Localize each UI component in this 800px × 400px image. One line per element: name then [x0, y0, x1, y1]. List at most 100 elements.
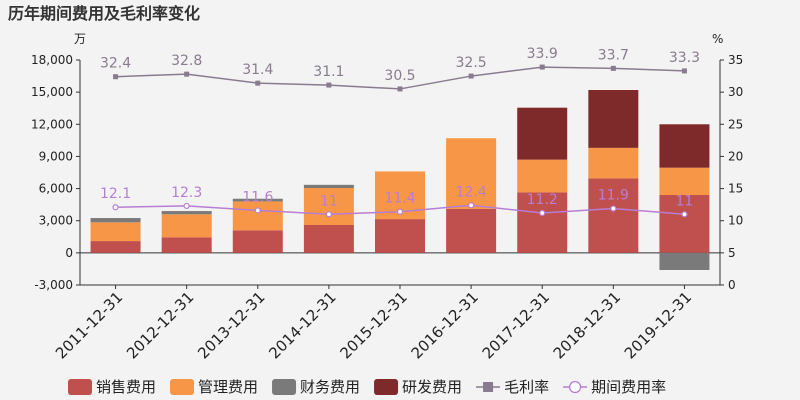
bar-segment	[161, 214, 212, 238]
data-label: 31.4	[242, 62, 273, 78]
line-layer	[112, 64, 688, 218]
data-label: 11	[320, 193, 338, 209]
legend-label: 研发费用	[402, 378, 462, 396]
legend-swatch	[68, 379, 92, 395]
line-point	[539, 209, 546, 217]
bar-segment	[659, 252, 710, 270]
left-tick-label: 0	[65, 246, 73, 260]
bar-segment	[446, 138, 497, 209]
legend-item: 研发费用	[374, 378, 462, 396]
line-point	[610, 65, 616, 71]
line-point	[184, 71, 190, 77]
left-tick-label: 15,000	[31, 85, 73, 99]
data-label: 12.3	[171, 185, 202, 201]
data-label: 12.4	[456, 184, 487, 200]
line-point	[610, 205, 617, 212]
data-label: 11.4	[384, 191, 415, 207]
legend-label: 管理费用	[198, 378, 258, 396]
data-label: 33.3	[669, 50, 700, 66]
line-point	[325, 211, 332, 218]
bar-segment	[375, 219, 425, 253]
left-tick-label: 12,000	[31, 117, 73, 131]
line-point	[112, 204, 119, 211]
left-tick-label: -3,000	[34, 278, 73, 292]
bar-segment	[161, 237, 212, 253]
legend: 销售费用 管理费用 财务费用 研发费用 毛利率 期间费用率	[68, 378, 666, 396]
legend-swatch	[272, 379, 297, 395]
chart-title: 历年期间费用及毛利率变化	[8, 4, 200, 23]
bar-segment	[232, 198, 283, 202]
line-point	[397, 86, 403, 92]
data-label: 33.7	[598, 47, 629, 63]
x-tick-label: 2015-12-31	[336, 288, 410, 362]
right-tick-label: 10	[728, 214, 743, 228]
right-tick-label: 15	[728, 182, 743, 196]
data-label: 11.9	[598, 188, 629, 204]
data-label: 33.9	[527, 46, 558, 62]
bar-segment	[90, 218, 141, 223]
x-tick-label: 2011-12-31	[52, 288, 126, 362]
x-tick-label: 2013-12-31	[194, 288, 268, 362]
data-label: 11.2	[527, 192, 558, 208]
right-tick-label: 35	[728, 53, 743, 67]
legend-swatch-marker	[568, 380, 582, 394]
line-point	[468, 73, 474, 79]
bar-layer	[90, 90, 710, 270]
left-tick-label: 6,000	[39, 182, 73, 196]
x-tick-label: 2016-12-31	[408, 288, 482, 362]
bar-segment	[659, 167, 710, 195]
bar-segment	[588, 178, 639, 253]
bar-segment	[90, 222, 141, 242]
line-point	[326, 82, 332, 88]
bar-segment	[303, 184, 354, 189]
bar-segment	[588, 147, 639, 179]
legend-item: 期间费用率	[563, 378, 666, 396]
data-label: 12.1	[100, 186, 131, 202]
x-tick-label: 2014-12-31	[265, 288, 339, 362]
data-label: 31.1	[313, 64, 344, 80]
data-label: 32.4	[100, 56, 131, 72]
right-tick-label: 25	[728, 117, 743, 131]
data-label: 32.8	[171, 53, 202, 69]
x-tick-label: 2017-12-31	[479, 288, 553, 362]
x-tick-label: 2018-12-31	[550, 288, 624, 362]
legend-item: 毛利率	[476, 378, 549, 396]
bar-segment	[232, 230, 283, 253]
bar-segment	[232, 201, 283, 231]
bar-segment	[659, 195, 710, 253]
x-tick-label: 2019-12-31	[621, 288, 695, 362]
bar-segment	[517, 159, 568, 193]
line-point	[183, 202, 190, 210]
bar-segment	[659, 124, 710, 168]
legend-label: 期间费用率	[591, 378, 666, 396]
line-point	[681, 68, 687, 74]
line-point	[254, 207, 261, 214]
left-axis-unit: 万	[74, 32, 86, 46]
right-tick-label: 20	[728, 149, 743, 163]
line-point	[468, 202, 475, 209]
bar-segment	[517, 192, 568, 253]
x-tick-label: 2012-12-31	[123, 288, 197, 362]
bar-segment	[161, 211, 212, 215]
line-point	[396, 208, 404, 215]
bar-segment	[588, 90, 639, 148]
line-point	[113, 74, 119, 80]
bar-segment	[517, 107, 568, 160]
legend-label: 毛利率	[504, 378, 549, 396]
legend-swatch	[170, 379, 195, 395]
line-point	[255, 80, 261, 86]
right-tick-label: 0	[728, 278, 736, 292]
bar-segment	[303, 188, 354, 225]
bar-segment	[90, 241, 141, 253]
data-label: 32.5	[456, 55, 487, 71]
bar-segment	[303, 225, 354, 253]
right-axis-unit: %	[712, 32, 723, 46]
legend-swatch-marker	[483, 382, 494, 392]
left-tick-label: 3,000	[39, 214, 73, 228]
legend-item: 财务费用	[272, 378, 360, 396]
data-label: 11	[676, 193, 694, 209]
left-tick-label: 9,000	[39, 149, 73, 163]
line-point	[681, 211, 688, 218]
left-tick-label: 18,000	[31, 53, 73, 67]
